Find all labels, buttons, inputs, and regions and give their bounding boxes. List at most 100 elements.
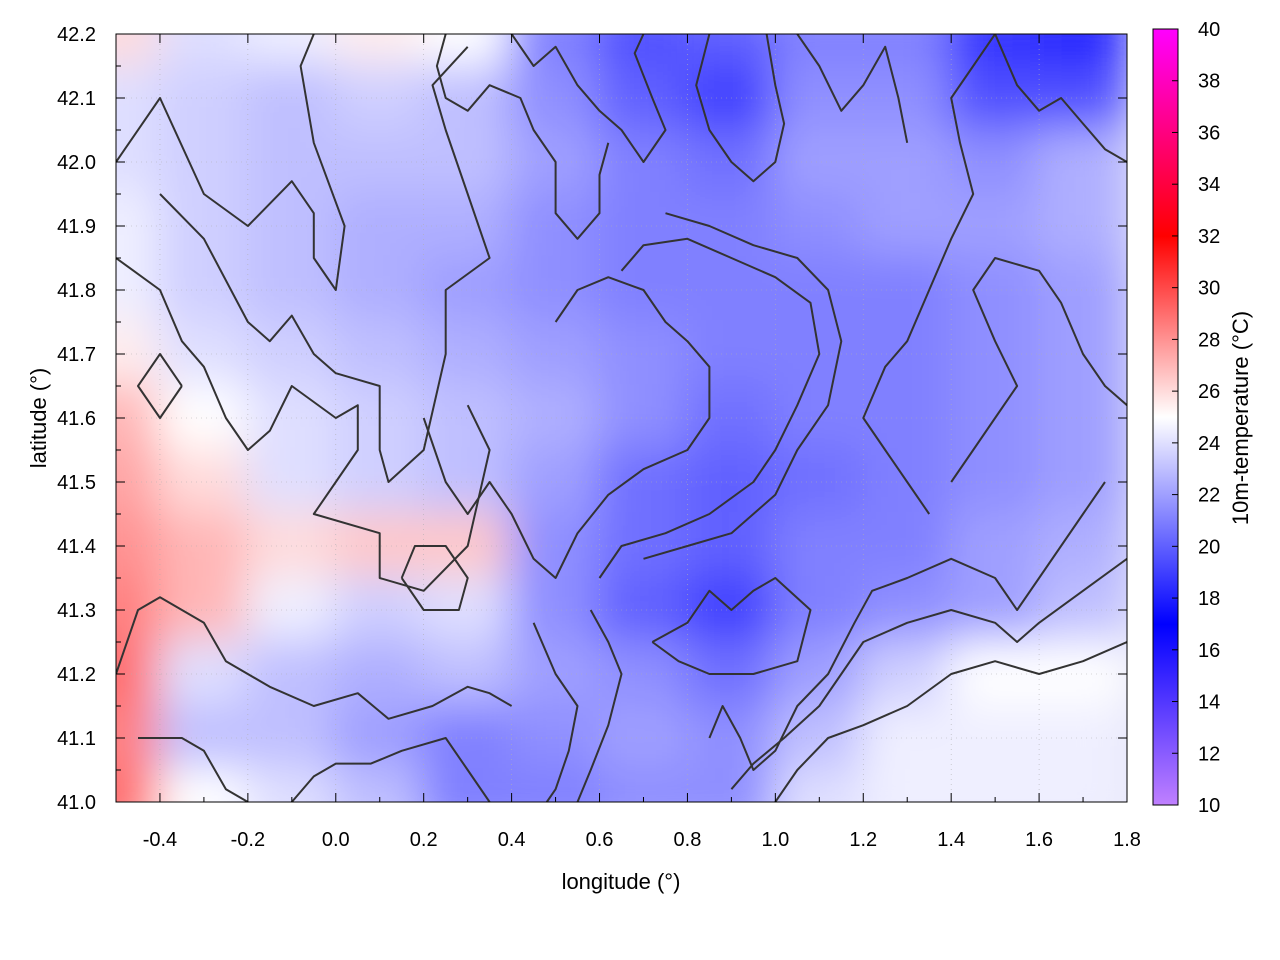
heatmap-cell — [597, 576, 690, 644]
heatmap-cell — [1037, 256, 1127, 324]
heatmap-cell — [333, 128, 426, 196]
heatmap-cell — [509, 256, 602, 324]
heatmap-cell — [157, 384, 250, 452]
heatmap-cell — [773, 704, 866, 772]
heatmap-cell — [1037, 640, 1127, 708]
heatmap-cell — [773, 256, 866, 324]
contour-line — [116, 596, 513, 720]
x-tick-label: -0.4 — [143, 829, 177, 851]
colorbar-tick-label: 30 — [1198, 278, 1220, 300]
heatmap-cell — [333, 256, 426, 324]
colorbar-tick-label: 10 — [1198, 795, 1220, 817]
colorbar-tick-label: 34 — [1198, 174, 1220, 196]
heatmap-cell — [949, 64, 1042, 132]
heatmap-cell — [773, 64, 866, 132]
y-tick-label: 41.1 — [57, 728, 96, 750]
heatmap-cell — [949, 512, 1042, 580]
colorbar-tick-label: 16 — [1198, 640, 1220, 662]
heatmap-cell — [1037, 34, 1127, 69]
heatmap-cell — [509, 34, 602, 69]
heatmap-cell — [949, 320, 1042, 388]
x-tick-label: 1.8 — [1113, 829, 1141, 851]
heatmap-cell — [157, 320, 250, 388]
colorbar-tick-label: 40 — [1198, 19, 1220, 41]
heatmap-cell — [597, 192, 690, 260]
heatmap-cell — [861, 576, 954, 644]
heatmap-cell — [597, 512, 690, 580]
heatmap-cell — [861, 384, 954, 452]
colorbar-tick-label: 36 — [1198, 122, 1220, 144]
heatmap-cell — [1037, 64, 1127, 132]
contour-line — [532, 622, 579, 802]
colorbar-tick-label: 32 — [1198, 226, 1220, 248]
heatmap-cell — [421, 192, 514, 260]
colorbar-tick-label: 26 — [1198, 381, 1220, 403]
heatmap-cell — [949, 192, 1042, 260]
heatmap-cell — [509, 320, 602, 388]
heatmap-cell — [157, 512, 250, 580]
heatmap-cell — [116, 34, 162, 69]
heatmap-cell — [949, 576, 1042, 644]
contour-line — [774, 641, 1127, 802]
colorbar-ticks: 10 12 14 16 18 20 22 24 26 28 30 32 34 36 38 40 — [1172, 19, 1220, 817]
contour-line — [994, 34, 1127, 163]
heatmap-cell — [597, 768, 690, 802]
heatmap-cell — [773, 640, 866, 708]
heatmap-cell — [509, 768, 602, 802]
heatmap-cell — [1037, 384, 1127, 452]
y-tick-label: 42.0 — [57, 152, 96, 174]
contour-line — [730, 557, 1127, 790]
y-tick-label: 41.0 — [57, 792, 96, 814]
x-tick-label: 0.6 — [586, 829, 614, 851]
heatmap-cell — [861, 64, 954, 132]
contour-line — [643, 212, 843, 560]
contour-line — [159, 46, 491, 483]
heatmap-cell — [597, 384, 690, 452]
x-axis-label: longitude (°) — [562, 869, 681, 894]
contour-line — [422, 276, 711, 579]
x-tick-label: 1.4 — [937, 829, 965, 851]
colorbar-tick-label: 28 — [1198, 329, 1220, 351]
heatmap-cell — [861, 704, 954, 772]
heatmap-cell — [861, 512, 954, 580]
colorbar-tick-label: 22 — [1198, 485, 1220, 507]
y-tick-label: 41.4 — [57, 536, 96, 558]
heatmap-cell — [509, 512, 602, 580]
heatmap-cell — [597, 704, 690, 772]
heatmap-cell — [333, 64, 426, 132]
contour-line — [796, 34, 909, 143]
contour-line — [708, 481, 1106, 771]
heatmap-cell — [245, 34, 338, 69]
colorbar-tick-label: 20 — [1198, 536, 1220, 558]
heatmap-cell — [421, 768, 514, 802]
x-axis-ticks: -0.4 -0.2 0.0 0.2 0.4 0.6 0.8 1.0 1.2 1.4 1.6 1.8 — [143, 34, 1141, 851]
temperature-heatmap — [116, 34, 1127, 802]
y-tick-label: 42.1 — [57, 88, 96, 110]
contour-line — [510, 34, 667, 163]
contour-lines — [116, 34, 1127, 802]
contour-line — [138, 737, 249, 802]
y-tick-label: 41.3 — [57, 600, 96, 622]
y-tick-label: 41.6 — [57, 408, 96, 430]
heatmap-cell — [421, 704, 514, 772]
colorbar-tick-label: 18 — [1198, 588, 1220, 610]
heatmap-cell — [597, 448, 690, 516]
heatmap-cell — [861, 640, 954, 708]
x-tick-label: 0.2 — [410, 829, 438, 851]
heatmap-cell — [597, 34, 690, 69]
heatmap-cell — [773, 512, 866, 580]
heatmap-cell — [773, 768, 866, 802]
heatmap-cell — [157, 64, 250, 132]
x-tick-label: 1.0 — [761, 829, 789, 851]
contour-line — [400, 545, 469, 611]
heatmap-cell — [1037, 448, 1127, 516]
heatmap-cell — [157, 192, 250, 260]
colorbar-gradient — [1152, 28, 1179, 806]
contour-line — [576, 609, 623, 802]
heatmap-cell — [157, 640, 250, 708]
heatmap-cell — [1037, 576, 1127, 644]
contour-line — [291, 737, 491, 802]
heatmap-cell — [685, 768, 778, 802]
heatmap-cell — [333, 448, 426, 516]
colorbar-tick-label: 12 — [1198, 743, 1220, 765]
